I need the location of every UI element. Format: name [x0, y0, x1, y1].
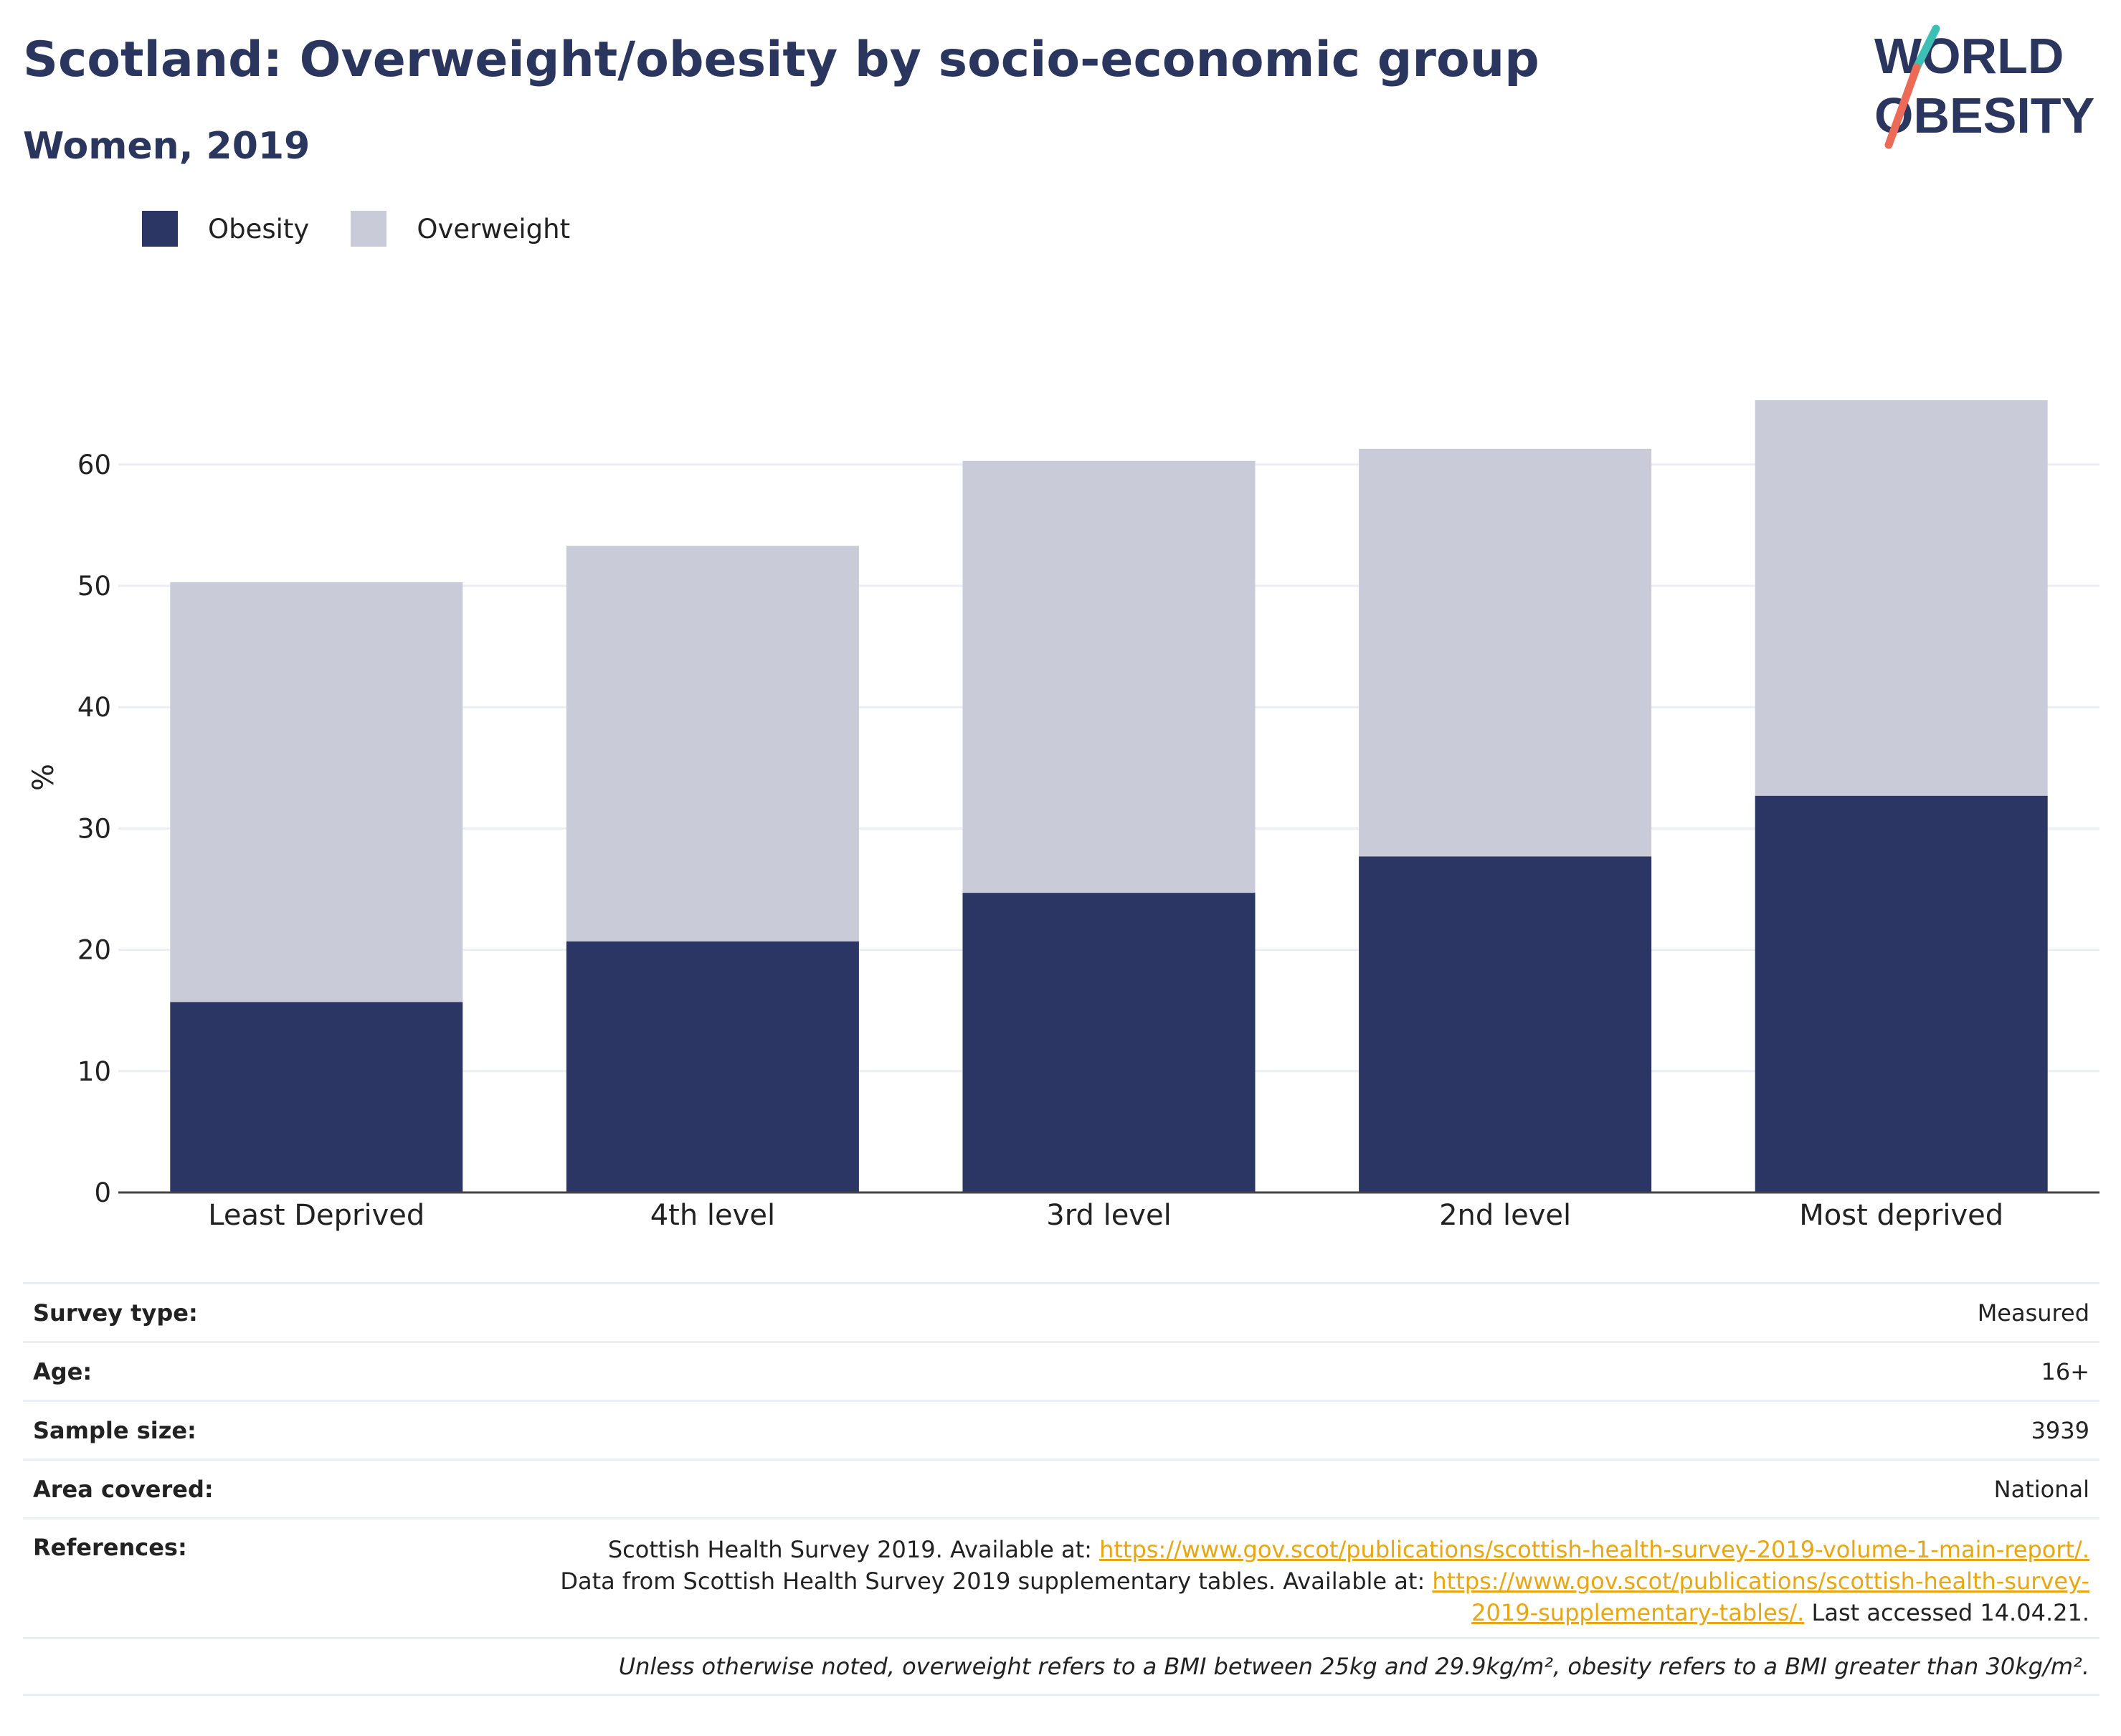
reference-1-text: Scottish Health Survey 2019. Available a… — [607, 1536, 1100, 1563]
y-tick-label: 40 — [77, 692, 111, 723]
meta-row-sample-size: Sample size: 3939 — [23, 1400, 2099, 1458]
legend-swatch-obesity — [142, 211, 178, 247]
meta-row-area-covered: Area covered: National — [23, 1458, 2099, 1517]
y-tick-label: 0 — [94, 1177, 111, 1208]
meta-label-age: Age: — [33, 1357, 92, 1385]
meta-row-note: Unless otherwise noted, overweight refer… — [23, 1637, 2099, 1696]
x-tick-label: Most deprived — [1799, 1199, 2003, 1232]
legend-swatch-overweight — [351, 211, 387, 247]
bar-obesity — [1359, 856, 1652, 1192]
reference-2-link-part2[interactable]: 2019-supplementary-tables/. — [1471, 1599, 1805, 1626]
chart-title: Scotland: Overweight/obesity by socio-ec… — [23, 32, 1539, 88]
legend-item-overweight[interactable]: Overweight — [351, 211, 570, 247]
legend-label-overweight: Overweight — [417, 213, 571, 245]
meta-row-survey-type: Survey type: Measured — [23, 1282, 2099, 1341]
meta-label-survey-type: Survey type: — [33, 1299, 198, 1327]
bar-obesity — [962, 893, 1256, 1192]
reference-2-suffix: Last accessed 14.04.21. — [1804, 1599, 2090, 1626]
x-tick-label: 2nd level — [1439, 1199, 1571, 1232]
bar-obesity — [566, 941, 859, 1192]
bar-overweight — [1755, 400, 2048, 796]
logo-slash-coral — [1884, 63, 1921, 149]
meta-value-survey-type: Measured — [1977, 1299, 2089, 1327]
y-tick-label: 50 — [77, 571, 111, 602]
meta-label-references: References: — [33, 1534, 187, 1561]
reference-1: Scottish Health Survey 2019. Available a… — [560, 1534, 2089, 1565]
reference-2-cont: 2019-supplementary-tables/. Last accesse… — [560, 1597, 2089, 1628]
x-tick-label: 4th level — [650, 1199, 775, 1232]
reference-1-link[interactable]: https://www.gov.scot/publications/scotti… — [1099, 1536, 2089, 1563]
bar-obesity — [170, 1002, 463, 1192]
legend-item-obesity[interactable]: Obesity — [142, 211, 309, 247]
meta-row-age: Age: 16+ — [23, 1341, 2099, 1400]
y-tick-label: 10 — [77, 1056, 111, 1087]
y-tick-label: 60 — [77, 450, 111, 480]
stacked-bar-chart: 0 10 20 30 40 50 60% Least Deprived 4th level 3rd… — [27, 400, 2099, 1232]
meta-row-references: References: Scottish Health Survey 2019.… — [23, 1517, 2099, 1637]
reference-2: Data from Scottish Health Survey 2019 su… — [560, 1565, 2089, 1597]
logo-slash-teal — [1912, 24, 1940, 72]
bmi-definition-note: Unless otherwise noted, overweight refer… — [618, 1653, 2089, 1680]
y-axis-title: % — [27, 764, 60, 791]
bar-overweight — [962, 460, 1256, 893]
logo-line1: WORLD — [1874, 28, 2064, 84]
chart-subtitle: Women, 2019 — [23, 125, 310, 168]
meta-value-references: Scottish Health Survey 2019. Available a… — [560, 1534, 2089, 1628]
bar-overweight — [566, 546, 859, 941]
bar-overweight — [170, 582, 463, 1002]
y-tick-label: 20 — [77, 935, 111, 966]
legend-label-obesity: Obesity — [208, 213, 310, 245]
x-tick-label: Least Deprived — [208, 1199, 424, 1232]
logo-line2: OBESITY — [1874, 87, 2094, 143]
meta-label-sample-size: Sample size: — [33, 1416, 196, 1444]
bar-obesity — [1755, 795, 2048, 1192]
chart-legend: Obesity Overweight — [142, 211, 612, 247]
reference-2-text: Data from Scottish Health Survey 2019 su… — [560, 1567, 1433, 1595]
meta-value-age: 16+ — [2041, 1357, 2089, 1385]
meta-value-area-covered: National — [1993, 1475, 2089, 1503]
world-obesity-logo: WORLD OBESITY — [1874, 24, 2094, 149]
y-tick-label: 30 — [77, 813, 111, 844]
reference-2-link-part1[interactable]: https://www.gov.scot/publications/scotti… — [1432, 1567, 2089, 1595]
bar-overweight — [1359, 448, 1652, 857]
x-tick-label: 3rd level — [1046, 1199, 1171, 1232]
metadata-table: Survey type: Measured Age: 16+ Sample si… — [23, 1282, 2099, 1696]
meta-value-sample-size: 3939 — [2031, 1416, 2089, 1444]
meta-label-area-covered: Area covered: — [33, 1475, 214, 1503]
